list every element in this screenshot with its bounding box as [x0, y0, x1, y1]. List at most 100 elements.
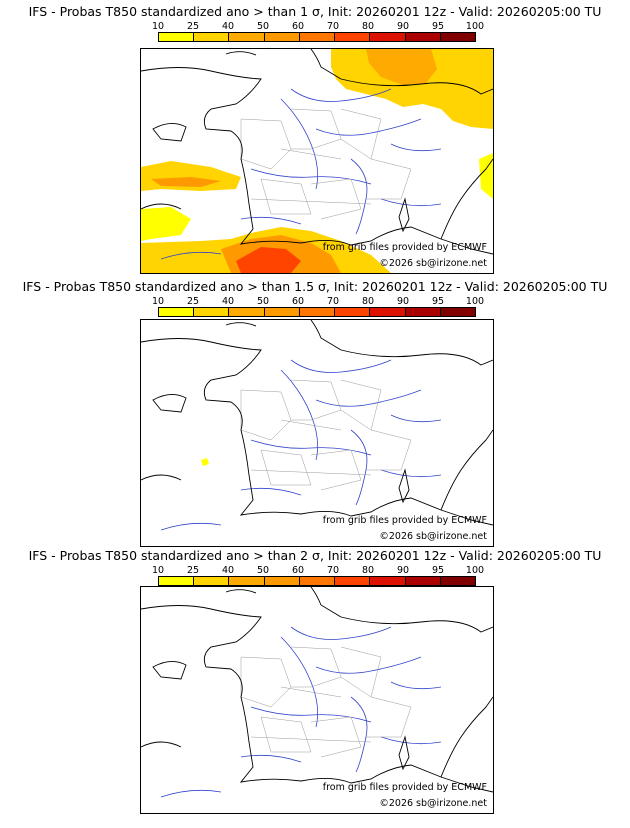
legend-label: 100	[465, 296, 485, 307]
legend-swatch	[194, 577, 230, 585]
legend-swatch	[440, 577, 475, 585]
legend-label: 60	[291, 565, 305, 576]
admin-borders	[240, 108, 412, 220]
probability-shading	[141, 49, 493, 273]
legend-swatch	[405, 33, 441, 41]
legend-label: 70	[326, 565, 340, 576]
probability-shading	[201, 458, 209, 466]
legend-label: 80	[361, 21, 375, 32]
legend-label: 95	[431, 296, 445, 307]
legend-swatch	[405, 308, 441, 316]
shade-small-spot	[201, 458, 209, 466]
legend-label: 90	[396, 296, 410, 307]
map-canvas	[141, 587, 493, 798]
panel-title: IFS - Probas T850 standardized ano > tha…	[28, 4, 602, 19]
legend-swatch	[229, 33, 265, 41]
legend-swatch	[229, 308, 265, 316]
map-panel-3: IFS - Probas T850 standardized ano > tha…	[0, 548, 630, 818]
legend-swatch	[159, 308, 195, 316]
coastlines	[141, 320, 493, 526]
legend-color-bar	[158, 307, 476, 317]
legend-swatch	[299, 308, 336, 316]
legend-swatch	[370, 33, 406, 41]
legend-label: 60	[291, 21, 305, 32]
legend-label: 90	[396, 565, 410, 576]
legend-swatch	[264, 308, 300, 316]
legend-color-bar	[158, 576, 476, 586]
shade-east-edge	[479, 153, 493, 199]
copyright-credit: ©2026 sb@irizone.net	[379, 258, 487, 269]
map-canvas	[141, 320, 493, 531]
legend-label: 40	[221, 565, 235, 576]
probability-legend: 10 25 40 50 60 70 80 90 95 100	[152, 21, 484, 43]
data-source-credit: from grib files provided by ECMWF	[322, 515, 487, 526]
legend-swatch	[440, 308, 475, 316]
legend-label: 50	[256, 296, 270, 307]
legend-label: 40	[221, 21, 235, 32]
legend-label: 100	[465, 565, 485, 576]
legend-label: 60	[291, 296, 305, 307]
panel-title: IFS - Probas T850 standardized ano > tha…	[28, 548, 602, 563]
legend-label: 70	[326, 21, 340, 32]
legend-swatch	[264, 577, 300, 585]
legend-labels: 10 25 40 50 60 70 80 90 95 100	[152, 21, 484, 32]
probability-legend: 10 25 40 50 60 70 80 90 95 100	[152, 296, 484, 318]
legend-swatch	[440, 33, 475, 41]
panel-title: IFS - Probas T850 standardized ano > tha…	[22, 279, 608, 294]
map-frame: from grib files provided by ECMWF ©2026 …	[140, 319, 494, 547]
legend-swatch	[194, 308, 230, 316]
map-panel-2: IFS - Probas T850 standardized ano > tha…	[0, 279, 630, 549]
legend-label: 25	[186, 21, 200, 32]
legend-swatch	[370, 308, 406, 316]
legend-label: 10	[151, 565, 165, 576]
legend-label: 10	[151, 296, 165, 307]
probability-legend: 10 25 40 50 60 70 80 90 95 100	[152, 565, 484, 587]
admin-borders	[240, 646, 412, 758]
legend-swatch	[335, 577, 371, 585]
legend-label: 50	[256, 21, 270, 32]
shade-bay-biscay	[141, 207, 191, 241]
legend-label: 40	[221, 296, 235, 307]
legend-swatch	[159, 577, 195, 585]
map-frame: from grib files provided by ECMWF ©2026 …	[140, 48, 494, 274]
legend-swatch	[370, 577, 406, 585]
rivers	[160, 626, 442, 798]
legend-label: 25	[186, 565, 200, 576]
admin-borders	[240, 379, 412, 491]
shade-north-east	[331, 49, 493, 129]
legend-label: 100	[465, 21, 485, 32]
legend-label: 70	[326, 296, 340, 307]
legend-color-bar	[158, 32, 476, 42]
legend-label: 25	[186, 296, 200, 307]
data-source-credit: from grib files provided by ECMWF	[322, 242, 487, 253]
map-canvas	[141, 49, 493, 273]
legend-labels: 10 25 40 50 60 70 80 90 95 100	[152, 296, 484, 307]
legend-label: 80	[361, 296, 375, 307]
rivers	[160, 88, 442, 260]
legend-labels: 10 25 40 50 60 70 80 90 95 100	[152, 565, 484, 576]
map-frame: from grib files provided by ECMWF ©2026 …	[140, 586, 494, 814]
legend-label: 95	[431, 21, 445, 32]
legend-swatch	[194, 33, 230, 41]
legend-swatch	[264, 33, 300, 41]
copyright-credit: ©2026 sb@irizone.net	[379, 531, 487, 542]
coastlines	[141, 587, 493, 793]
map-panel-1: IFS - Probas T850 standardized ano > tha…	[0, 4, 630, 274]
legend-label: 80	[361, 565, 375, 576]
legend-swatch	[299, 33, 336, 41]
legend-label: 10	[151, 21, 165, 32]
data-source-credit: from grib files provided by ECMWF	[322, 782, 487, 793]
rivers	[160, 359, 442, 531]
legend-label: 90	[396, 21, 410, 32]
legend-swatch	[405, 577, 441, 585]
legend-label: 50	[256, 565, 270, 576]
shade-spain-hot	[236, 247, 301, 273]
legend-swatch	[299, 577, 336, 585]
legend-swatch	[335, 308, 371, 316]
legend-swatch	[335, 33, 371, 41]
coastlines	[141, 49, 493, 255]
shade-atlantic-core	[151, 177, 221, 187]
legend-swatch	[159, 33, 195, 41]
shade-north-east-core	[366, 49, 437, 85]
legend-swatch	[229, 577, 265, 585]
